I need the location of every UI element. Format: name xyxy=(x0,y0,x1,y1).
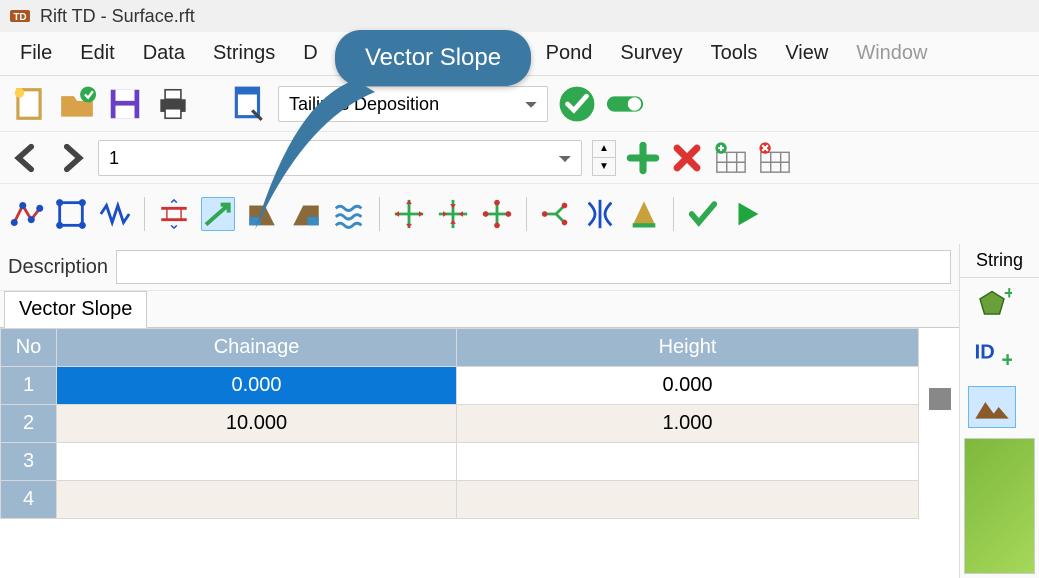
delete-button[interactable] xyxy=(670,141,704,175)
side-tab-string[interactable]: String xyxy=(960,244,1039,278)
terrain-preview xyxy=(964,438,1035,574)
table-row: 1 0.000 0.000 xyxy=(1,367,919,405)
description-row: Description xyxy=(0,244,959,291)
col-header-chainage[interactable]: Chainage xyxy=(57,329,457,367)
add-button[interactable] xyxy=(626,141,660,175)
app-icon: TD xyxy=(8,4,32,28)
cell-height[interactable] xyxy=(457,481,919,519)
menu-tools[interactable]: Tools xyxy=(697,36,772,71)
id-select[interactable]: 1 xyxy=(98,140,582,176)
grid-delete-button[interactable] xyxy=(758,141,792,175)
report-button[interactable] xyxy=(230,85,268,123)
description-label: Description xyxy=(8,256,108,279)
svg-text:+: + xyxy=(1004,287,1012,303)
menu-view[interactable]: View xyxy=(771,36,842,71)
cell-chainage[interactable]: 10.000 xyxy=(57,405,457,443)
col-header-height[interactable]: Height xyxy=(457,329,919,367)
table-row: 2 10.000 1.000 xyxy=(1,405,919,443)
forward-button[interactable] xyxy=(54,141,88,175)
menu-pond[interactable]: Pond xyxy=(532,36,607,71)
polyline-tool[interactable] xyxy=(10,197,44,231)
toolbar-nav: 1 ▲▼ xyxy=(0,132,1039,184)
move-in-tool[interactable] xyxy=(436,197,470,231)
dam-left-tool[interactable] xyxy=(245,197,279,231)
tab-vector-slope[interactable]: Vector Slope xyxy=(4,291,147,328)
side-panel: String + ID + xyxy=(959,244,1039,578)
table-row: 3 xyxy=(1,443,919,481)
id-stepper[interactable]: ▲▼ xyxy=(592,140,616,176)
col-header-no[interactable]: No xyxy=(1,329,57,367)
row-number[interactable]: 1 xyxy=(1,367,57,405)
side-terrain-icon[interactable] xyxy=(968,386,1016,428)
nodes-tool[interactable] xyxy=(54,197,88,231)
dam-right-tool[interactable] xyxy=(289,197,323,231)
cell-chainage[interactable] xyxy=(57,443,457,481)
toolbar-tools xyxy=(0,184,1039,244)
waves-tool[interactable] xyxy=(333,197,367,231)
row-number[interactable]: 2 xyxy=(1,405,57,443)
tabstrip: Vector Slope xyxy=(0,291,959,328)
data-grid[interactable]: No Chainage Height 1 0.000 0.000 2 xyxy=(0,328,959,578)
window-title: Rift TD - Surface.rft xyxy=(40,6,195,27)
menu-window[interactable]: Window xyxy=(842,36,941,71)
menu-data[interactable]: Data xyxy=(129,36,199,71)
move-out-tool[interactable] xyxy=(392,197,426,231)
svg-text:ID: ID xyxy=(975,341,995,363)
svg-text:+: + xyxy=(1001,347,1012,371)
check-tool[interactable] xyxy=(686,197,720,231)
side-id-icon[interactable]: ID + xyxy=(968,332,1016,374)
print-button[interactable] xyxy=(154,85,192,123)
vector-slope-tool[interactable] xyxy=(201,197,235,231)
titlebar: TD Rift TD - Surface.rft xyxy=(0,0,1039,32)
wave-tool[interactable] xyxy=(98,197,132,231)
save-button[interactable] xyxy=(106,85,144,123)
cell-height[interactable] xyxy=(457,443,919,481)
grid-add-button[interactable] xyxy=(714,141,748,175)
open-button[interactable] xyxy=(58,85,96,123)
row-number[interactable]: 3 xyxy=(1,443,57,481)
tooltip-text: Vector Slope xyxy=(335,30,531,86)
description-input[interactable] xyxy=(116,250,951,284)
svg-text:TD: TD xyxy=(13,12,26,23)
content-area: Description Vector Slope No Chainage Hei… xyxy=(0,244,1039,578)
ok-button[interactable] xyxy=(558,85,596,123)
cell-chainage[interactable]: 0.000 xyxy=(57,367,457,405)
menu-edit[interactable]: Edit xyxy=(66,36,128,71)
play-tool[interactable] xyxy=(730,197,764,231)
cone-tool[interactable] xyxy=(627,197,661,231)
cell-height[interactable]: 1.000 xyxy=(457,405,919,443)
cell-height[interactable]: 0.000 xyxy=(457,367,919,405)
menu-strings[interactable]: Strings xyxy=(199,36,289,71)
level-tool[interactable] xyxy=(157,197,191,231)
side-polygon-icon[interactable]: + xyxy=(968,284,1016,326)
toggle-button[interactable] xyxy=(606,85,644,123)
row-number[interactable]: 4 xyxy=(1,481,57,519)
vertical-scrollbar-thumb[interactable] xyxy=(929,388,951,410)
junction-tool[interactable] xyxy=(583,197,617,231)
menu-d[interactable]: D xyxy=(289,36,331,71)
cell-chainage[interactable] xyxy=(57,481,457,519)
branch-tool[interactable] xyxy=(539,197,573,231)
table-row: 4 xyxy=(1,481,919,519)
surface-select[interactable]: Tailings Deposition xyxy=(278,86,548,122)
new-file-button[interactable] xyxy=(10,85,48,123)
tooltip-callout: Vector Slope xyxy=(335,30,531,86)
back-button[interactable] xyxy=(10,141,44,175)
menu-file[interactable]: File xyxy=(6,36,66,71)
move-nodes-tool[interactable] xyxy=(480,197,514,231)
menu-survey[interactable]: Survey xyxy=(606,36,696,71)
